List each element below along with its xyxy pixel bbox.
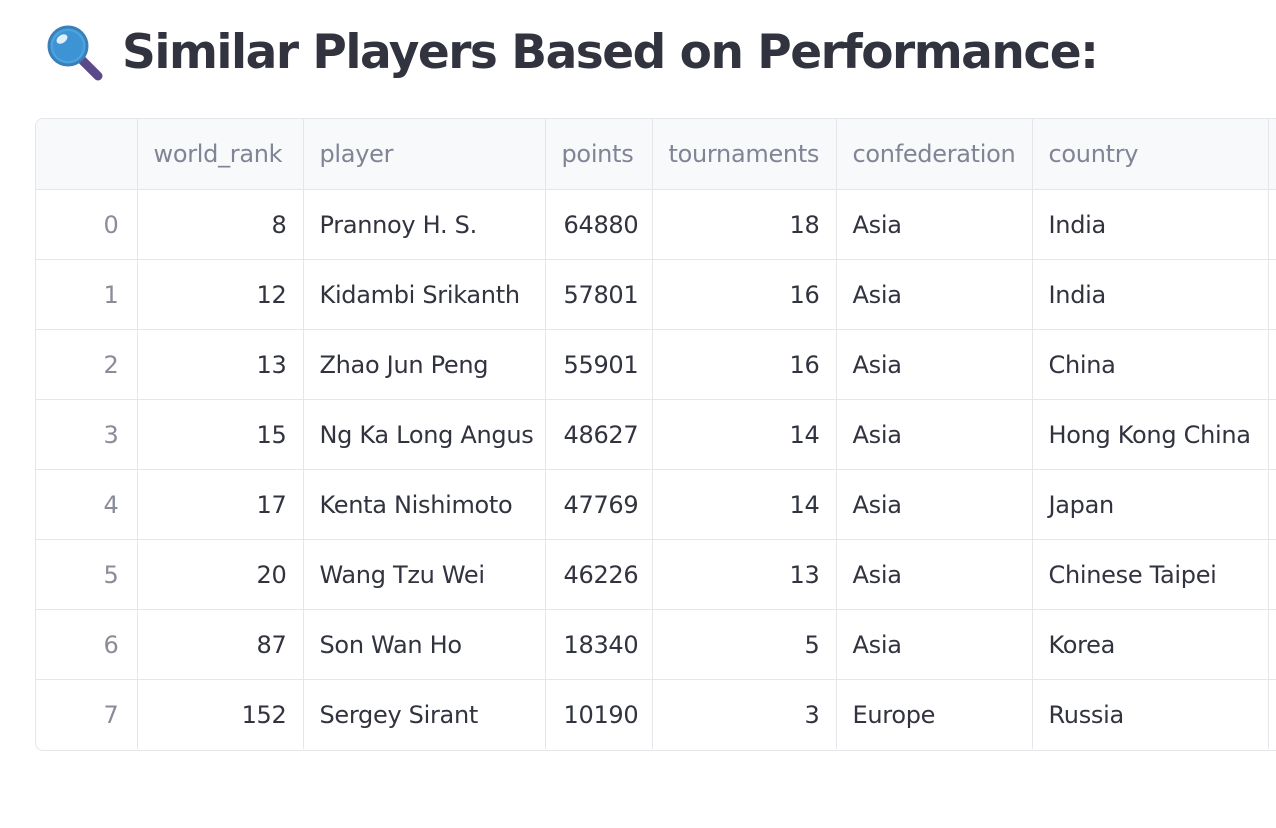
overflow-cell — [1268, 679, 1276, 749]
world-rank-cell[interactable]: 20 — [137, 539, 304, 610]
points-cell[interactable]: 10190 — [545, 679, 653, 749]
column-header-index[interactable] — [36, 119, 138, 190]
confederation-cell[interactable]: Asia — [836, 189, 1033, 260]
tournaments-cell[interactable]: 13 — [652, 539, 837, 610]
country-cell[interactable]: Russia — [1032, 679, 1269, 749]
column-header-country[interactable]: country — [1032, 119, 1269, 190]
world-rank-cell[interactable]: 15 — [137, 399, 304, 470]
table-row[interactable]: 1 12 Kidambi Srikanth 57801 16 Asia India — [36, 259, 1276, 330]
players-table[interactable]: world_rank player points tournaments con… — [35, 118, 1276, 751]
row-index-cell[interactable]: 5 — [36, 539, 138, 610]
points-cell[interactable]: 64880 — [545, 189, 653, 260]
player-cell[interactable]: Prannoy H. S. — [303, 189, 546, 260]
row-index-cell[interactable]: 0 — [36, 189, 138, 260]
points-cell[interactable]: 57801 — [545, 259, 653, 330]
table-row[interactable]: 7 152 Sergey Sirant 10190 3 Europe Russia — [36, 679, 1276, 749]
country-cell[interactable]: China — [1032, 329, 1269, 400]
tournaments-cell[interactable]: 16 — [652, 259, 837, 330]
player-cell[interactable]: Sergey Sirant — [303, 679, 546, 749]
player-cell[interactable]: Kenta Nishimoto — [303, 469, 546, 540]
table-row[interactable]: 0 8 Prannoy H. S. 64880 18 Asia India — [36, 189, 1276, 260]
tournaments-cell[interactable]: 14 — [652, 469, 837, 540]
confederation-cell[interactable]: Asia — [836, 469, 1033, 540]
row-index-cell[interactable]: 7 — [36, 679, 138, 749]
page-title: Similar Players Based on Performance: — [122, 24, 1099, 80]
overflow-cell — [1268, 399, 1276, 470]
page-heading: Similar Players Based on Performance: — [44, 22, 1099, 82]
table-row[interactable]: 5 20 Wang Tzu Wei 46226 13 Asia Chinese Taipei — [36, 539, 1276, 610]
world-rank-cell[interactable]: 152 — [137, 679, 304, 749]
player-cell[interactable]: Zhao Jun Peng — [303, 329, 546, 400]
world-rank-cell[interactable]: 8 — [137, 189, 304, 260]
row-index-cell[interactable]: 4 — [36, 469, 138, 540]
row-index-cell[interactable]: 6 — [36, 609, 138, 680]
points-cell[interactable]: 18340 — [545, 609, 653, 680]
overflow-cell — [1268, 189, 1276, 260]
points-cell[interactable]: 46226 — [545, 539, 653, 610]
tournaments-cell[interactable]: 5 — [652, 609, 837, 680]
tournaments-cell[interactable]: 14 — [652, 399, 837, 470]
confederation-cell[interactable]: Europe — [836, 679, 1033, 749]
country-cell[interactable]: Chinese Taipei — [1032, 539, 1269, 610]
player-cell[interactable]: Wang Tzu Wei — [303, 539, 546, 610]
table-row[interactable]: 2 13 Zhao Jun Peng 55901 16 Asia China — [36, 329, 1276, 400]
player-cell[interactable]: Ng Ka Long Angus — [303, 399, 546, 470]
world-rank-cell[interactable]: 87 — [137, 609, 304, 680]
table-body: 0 8 Prannoy H. S. 64880 18 Asia India 1 12 Kidamb… — [36, 189, 1276, 749]
table-row[interactable]: 6 87 Son Wan Ho 18340 5 Asia Korea — [36, 609, 1276, 680]
confederation-cell[interactable]: Asia — [836, 259, 1033, 330]
overflow-cell — [1268, 469, 1276, 540]
confederation-cell[interactable]: Asia — [836, 609, 1033, 680]
tournaments-cell[interactable]: 16 — [652, 329, 837, 400]
points-cell[interactable]: 48627 — [545, 399, 653, 470]
table-row[interactable]: 4 17 Kenta Nishimoto 47769 14 Asia Japan — [36, 469, 1276, 540]
overflow-cell — [1268, 609, 1276, 680]
column-header-overflow — [1268, 119, 1276, 190]
country-cell[interactable]: Japan — [1032, 469, 1269, 540]
player-cell[interactable]: Kidambi Srikanth — [303, 259, 546, 330]
world-rank-cell[interactable]: 13 — [137, 329, 304, 400]
country-cell[interactable]: Korea — [1032, 609, 1269, 680]
tournaments-cell[interactable]: 18 — [652, 189, 837, 260]
table-header-row: world_rank player points tournaments con… — [36, 119, 1276, 190]
tournaments-cell[interactable]: 3 — [652, 679, 837, 749]
column-header-world-rank[interactable]: world_rank — [137, 119, 304, 190]
confederation-cell[interactable]: Asia — [836, 329, 1033, 400]
points-cell[interactable]: 55901 — [545, 329, 653, 400]
magnifying-glass-icon — [47, 25, 103, 81]
confederation-cell[interactable]: Asia — [836, 539, 1033, 610]
column-header-player[interactable]: player — [303, 119, 546, 190]
points-cell[interactable]: 47769 — [545, 469, 653, 540]
column-header-points[interactable]: points — [545, 119, 653, 190]
player-cell[interactable]: Son Wan Ho — [303, 609, 546, 680]
row-index-cell[interactable]: 3 — [36, 399, 138, 470]
confederation-cell[interactable]: Asia — [836, 399, 1033, 470]
overflow-cell — [1268, 539, 1276, 610]
world-rank-cell[interactable]: 12 — [137, 259, 304, 330]
country-cell[interactable]: India — [1032, 259, 1269, 330]
table-row[interactable]: 3 15 Ng Ka Long Angus 48627 14 Asia Hong Kong … — [36, 399, 1276, 470]
overflow-cell — [1268, 329, 1276, 400]
world-rank-cell[interactable]: 17 — [137, 469, 304, 540]
column-header-confederation[interactable]: confederation — [836, 119, 1033, 190]
row-index-cell[interactable]: 1 — [36, 259, 138, 330]
country-cell[interactable]: Hong Kong China — [1032, 399, 1269, 470]
column-header-tournaments[interactable]: tournaments — [652, 119, 837, 190]
overflow-cell — [1268, 259, 1276, 330]
country-cell[interactable]: India — [1032, 189, 1269, 260]
row-index-cell[interactable]: 2 — [36, 329, 138, 400]
